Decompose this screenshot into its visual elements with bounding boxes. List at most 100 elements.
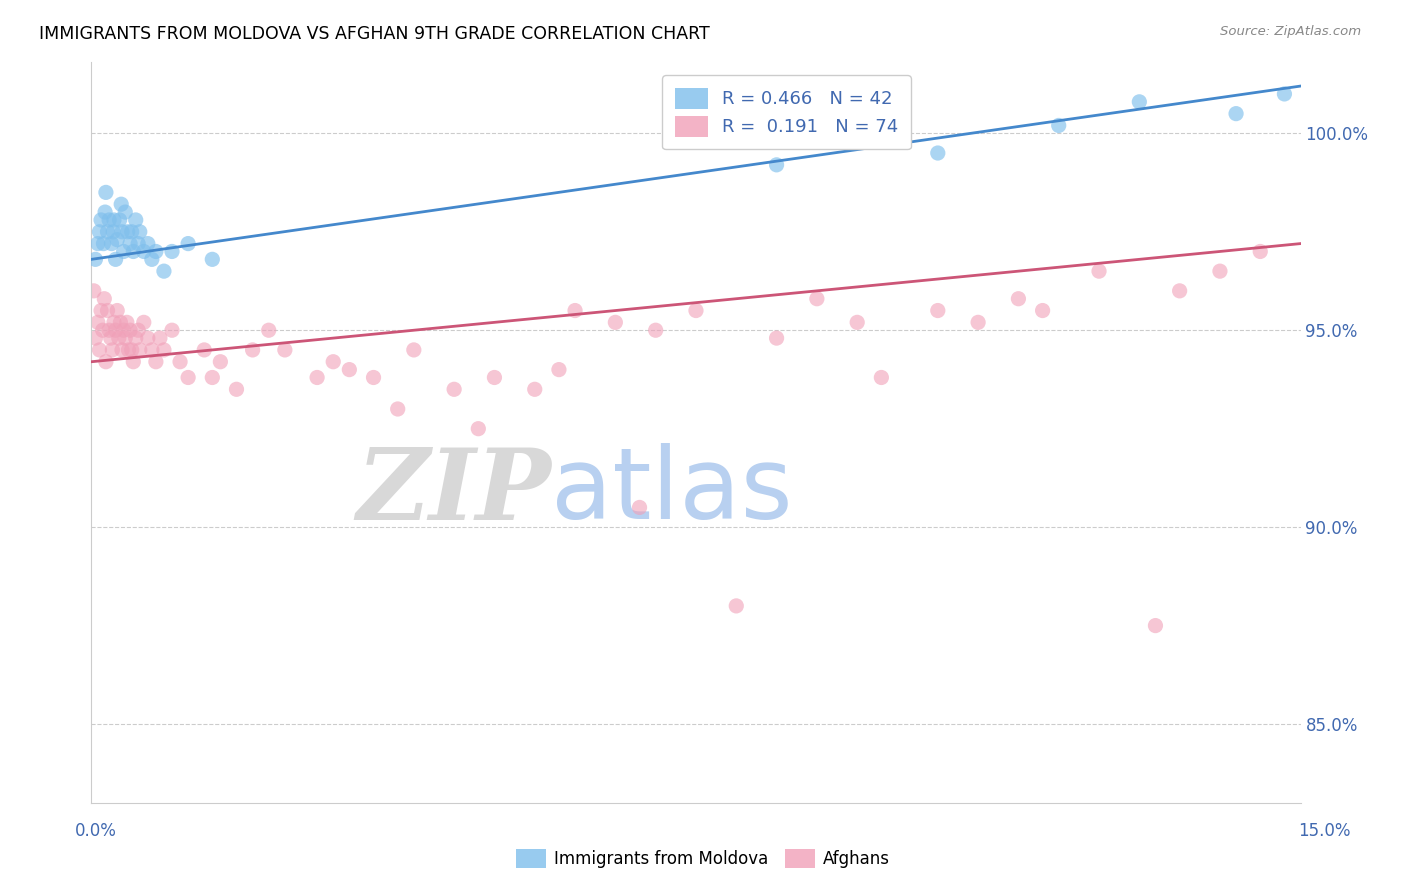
Point bbox=[89, 225, 111, 239]
Legend: R = 0.466   N = 42, R =  0.191   N = 74: R = 0.466 N = 42, R = 0.191 N = 74 bbox=[662, 75, 911, 149]
Point bbox=[98, 213, 121, 227]
Point bbox=[111, 225, 134, 239]
Point bbox=[96, 225, 118, 239]
Point bbox=[363, 370, 385, 384]
Point bbox=[115, 315, 138, 329]
Point bbox=[145, 355, 167, 369]
Point bbox=[122, 244, 145, 259]
Point bbox=[870, 370, 893, 384]
Point bbox=[160, 244, 183, 259]
Point bbox=[84, 252, 107, 267]
Point bbox=[274, 343, 297, 357]
Point bbox=[83, 284, 105, 298]
Point bbox=[125, 213, 148, 227]
Point bbox=[1274, 87, 1296, 101]
Point bbox=[153, 343, 176, 357]
Point bbox=[806, 292, 828, 306]
Point bbox=[101, 225, 124, 239]
Point bbox=[160, 323, 183, 337]
Point bbox=[225, 382, 247, 396]
Point bbox=[121, 225, 143, 239]
Point bbox=[103, 213, 125, 227]
Point bbox=[84, 331, 107, 345]
Point bbox=[846, 315, 869, 329]
Point bbox=[725, 599, 748, 613]
Point bbox=[169, 355, 191, 369]
Point bbox=[122, 355, 145, 369]
Point bbox=[523, 382, 546, 396]
Point bbox=[153, 264, 176, 278]
Point bbox=[605, 315, 627, 329]
Point bbox=[120, 323, 142, 337]
Point bbox=[193, 343, 215, 357]
Point bbox=[257, 323, 280, 337]
Point bbox=[107, 331, 129, 345]
Text: 15.0%: 15.0% bbox=[1298, 822, 1351, 839]
Point bbox=[114, 331, 136, 345]
Point bbox=[141, 252, 163, 267]
Point bbox=[94, 355, 117, 369]
Point bbox=[242, 343, 264, 357]
Point bbox=[564, 303, 586, 318]
Point bbox=[548, 362, 571, 376]
Point bbox=[96, 303, 118, 318]
Text: atlas: atlas bbox=[551, 443, 793, 541]
Point bbox=[112, 323, 135, 337]
Point bbox=[628, 500, 651, 515]
Point bbox=[685, 134, 707, 148]
Point bbox=[112, 244, 135, 259]
Point bbox=[91, 323, 114, 337]
Point bbox=[110, 315, 132, 329]
Point bbox=[484, 370, 506, 384]
Point bbox=[402, 343, 425, 357]
Point bbox=[108, 213, 131, 227]
Point bbox=[111, 343, 134, 357]
Point bbox=[765, 331, 787, 345]
Point bbox=[120, 236, 142, 251]
Point bbox=[307, 370, 329, 384]
Text: IMMIGRANTS FROM MOLDOVA VS AFGHAN 9TH GRADE CORRELATION CHART: IMMIGRANTS FROM MOLDOVA VS AFGHAN 9TH GR… bbox=[39, 25, 710, 43]
Point bbox=[89, 343, 111, 357]
Point bbox=[1047, 119, 1070, 133]
Point bbox=[685, 303, 707, 318]
Point bbox=[105, 303, 128, 318]
Point bbox=[149, 331, 172, 345]
Point bbox=[104, 252, 127, 267]
Point bbox=[201, 370, 224, 384]
Point bbox=[98, 323, 121, 337]
Legend: Immigrants from Moldova, Afghans: Immigrants from Moldova, Afghans bbox=[509, 842, 897, 875]
Point bbox=[117, 225, 139, 239]
Text: 0.0%: 0.0% bbox=[75, 822, 117, 839]
Point bbox=[1007, 292, 1029, 306]
Point bbox=[90, 213, 112, 227]
Point bbox=[127, 236, 149, 251]
Point bbox=[141, 343, 163, 357]
Point bbox=[94, 186, 117, 200]
Point bbox=[117, 343, 139, 357]
Point bbox=[387, 402, 409, 417]
Point bbox=[127, 323, 149, 337]
Point bbox=[443, 382, 465, 396]
Text: ZIP: ZIP bbox=[356, 443, 551, 540]
Point bbox=[1032, 303, 1054, 318]
Point bbox=[765, 158, 787, 172]
Point bbox=[93, 292, 115, 306]
Point bbox=[136, 331, 159, 345]
Point bbox=[201, 252, 224, 267]
Point bbox=[1144, 618, 1167, 632]
Point bbox=[644, 323, 666, 337]
Point bbox=[114, 205, 136, 219]
Point bbox=[821, 106, 844, 120]
Point bbox=[337, 362, 360, 376]
Point bbox=[104, 323, 127, 337]
Point bbox=[100, 331, 122, 345]
Point bbox=[1225, 106, 1247, 120]
Point bbox=[94, 205, 117, 219]
Point bbox=[927, 303, 949, 318]
Point bbox=[967, 315, 990, 329]
Point bbox=[87, 315, 110, 329]
Point bbox=[1249, 244, 1271, 259]
Point bbox=[209, 355, 232, 369]
Point bbox=[121, 343, 143, 357]
Point bbox=[927, 146, 949, 161]
